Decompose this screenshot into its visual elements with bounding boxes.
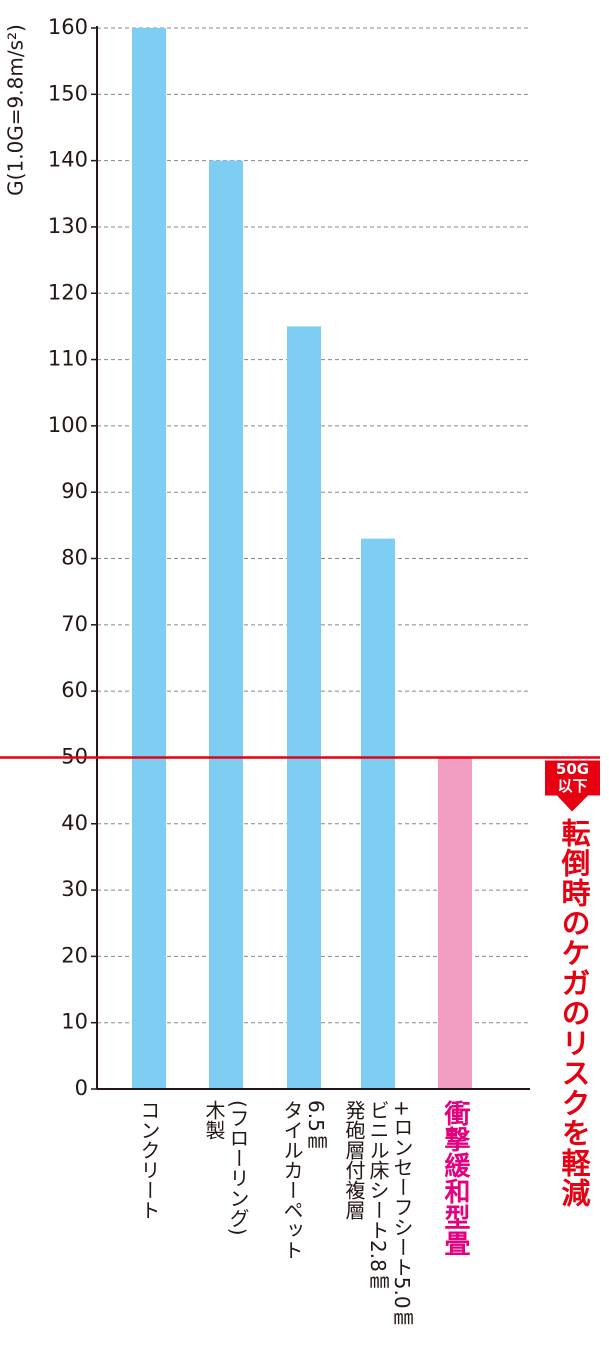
- bar: [132, 28, 166, 1089]
- bar: [361, 538, 395, 1089]
- bar: [438, 757, 472, 1089]
- y-tick-label: 40: [61, 811, 88, 835]
- y-tick-label: 80: [61, 546, 88, 570]
- x-tick-label: コンクリート: [137, 1100, 161, 1220]
- y-tick-label: 120: [48, 280, 88, 304]
- x-tick-label: タイルカーペット 6.5㎜: [280, 1100, 328, 1260]
- y-tick-label: 90: [61, 479, 88, 503]
- y-tick-label: 130: [48, 214, 88, 238]
- y-tick-label: 140: [48, 148, 88, 172]
- y-tick-label: 0: [75, 1076, 88, 1100]
- badge-text: 50G 以下: [555, 760, 590, 796]
- y-axis-label: G(1.0G=9.8m/s²): [4, 24, 28, 196]
- y-tick-label: 20: [61, 943, 88, 967]
- y-tick-label: 110: [48, 347, 88, 371]
- annotation: 転倒時のケガのリスクを軽減: [557, 818, 591, 1208]
- y-tick-label: 70: [61, 612, 88, 636]
- y-tick-label: 150: [48, 81, 88, 105]
- bar: [287, 326, 321, 1089]
- x-tick-label: 衝撃緩和型畳: [440, 1100, 470, 1256]
- y-tick-label: 30: [61, 877, 88, 901]
- x-tick-label: 木製 (フローリング): [202, 1100, 250, 1236]
- x-tick-label: 発砲層付複層 ビニル床シート2.8㎜ +ロンセーフシート5.0㎜: [342, 1100, 414, 1329]
- y-tick-label: 10: [61, 1010, 88, 1034]
- y-tick-label: 100: [48, 413, 88, 437]
- bar: [209, 160, 243, 1089]
- y-tick-label: 160: [48, 15, 88, 39]
- y-tick-label: 60: [61, 678, 88, 702]
- arrow-badge: [545, 760, 600, 812]
